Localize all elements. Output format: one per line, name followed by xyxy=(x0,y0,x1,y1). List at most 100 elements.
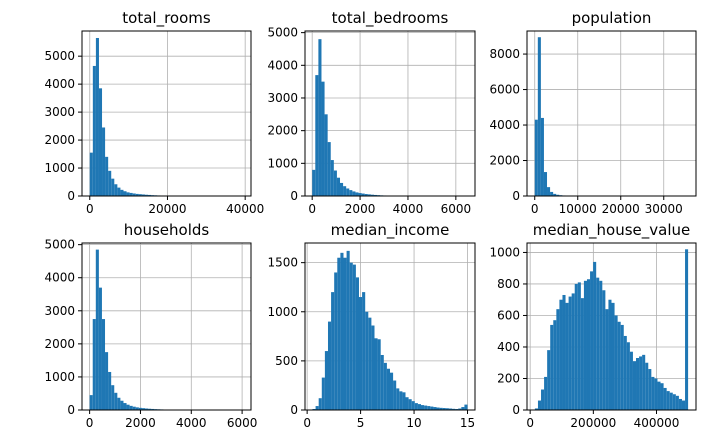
subplot-median-house-value: 0 200000 400000 0 200 400 600 800 1000 median_hou… xyxy=(489,221,697,430)
histogram-bar xyxy=(108,170,112,196)
histogram-bar xyxy=(144,194,149,196)
histogram-bar xyxy=(666,391,670,410)
histogram-bar xyxy=(141,194,145,196)
histogram-bar xyxy=(534,408,538,410)
histogram-bar xyxy=(318,398,322,410)
subplot-total-bedrooms: 0 2000 4000 6000 0 1000 2000 3000 4000 5000 total_… xyxy=(267,9,476,216)
histogram-bar xyxy=(537,400,542,410)
y-tick-label: 6000 xyxy=(489,83,520,97)
histogram-bar xyxy=(343,257,347,410)
histogram-bar xyxy=(660,383,664,410)
histogram-bar xyxy=(636,358,640,410)
histogram-bar xyxy=(461,407,465,410)
histogram-bar xyxy=(632,361,637,410)
histogram-bar xyxy=(565,302,569,410)
x-tick-label: 0 xyxy=(526,416,534,430)
y-tick-label: 0 xyxy=(512,189,520,203)
histogram-bar xyxy=(327,142,331,196)
histogram-bar xyxy=(138,194,142,196)
y-tick-label: 0 xyxy=(67,403,75,417)
histogram-bar xyxy=(371,325,375,410)
histogram-bar xyxy=(439,407,443,410)
x-tick-label: 30000 xyxy=(645,202,683,216)
y-tick-label: 500 xyxy=(275,354,298,368)
histogram-bar xyxy=(343,186,347,196)
histogram-bar xyxy=(330,160,334,196)
histogram-bar xyxy=(148,194,152,196)
histogram-bar xyxy=(596,277,600,410)
histogram-bar xyxy=(436,407,440,410)
histogram-bar xyxy=(390,372,394,410)
histogram-bar xyxy=(685,249,689,410)
histogram-bar xyxy=(553,193,557,196)
histogram-bar xyxy=(541,389,545,410)
histogram-bar xyxy=(117,397,121,410)
histogram-bar xyxy=(393,380,397,410)
histogram-bar xyxy=(672,394,676,410)
histogram-bar xyxy=(574,283,578,410)
histogram-bar xyxy=(421,405,425,410)
y-tick-label: 5000 xyxy=(44,238,75,252)
histogram-bar xyxy=(355,192,359,196)
histogram-bar xyxy=(547,350,551,410)
y-tick-label: 2000 xyxy=(489,154,520,168)
histogram-bar xyxy=(95,249,99,410)
y-tick-label: 0 xyxy=(290,189,298,203)
histogram-bar xyxy=(645,362,649,410)
x-tick-label: 6000 xyxy=(441,202,472,216)
histogram-bar xyxy=(537,37,541,196)
x-tick-label: 4000 xyxy=(393,202,424,216)
histogram-bar xyxy=(365,311,369,410)
histogram-bar xyxy=(362,292,366,410)
histogram-bar xyxy=(123,403,127,410)
x-tick-label: 400000 xyxy=(634,416,680,430)
histogram-bar xyxy=(568,296,572,410)
y-tick-label: 600 xyxy=(497,308,520,322)
histogram-bar xyxy=(126,404,130,410)
histogram-bar xyxy=(111,385,115,410)
histogram-bar xyxy=(442,408,446,410)
histogram-bar xyxy=(642,354,646,410)
histogram-bar xyxy=(577,282,581,410)
histogram-bar xyxy=(678,398,682,410)
histogram-bar xyxy=(336,177,341,196)
histogram-bar xyxy=(132,406,136,410)
x-tick-label: 0 xyxy=(303,416,311,430)
histogram-bar xyxy=(648,369,652,410)
x-tick-label: 15 xyxy=(460,416,475,430)
histogram-bar xyxy=(617,321,621,410)
histogram-bar xyxy=(333,170,337,196)
x-tick-label: 20000 xyxy=(602,202,640,216)
histogram-bar xyxy=(623,335,627,410)
subplot-title: total_bedrooms xyxy=(332,9,449,28)
subplot-median-income: 0 5 10 15 0 500 1000 1500 median_income xyxy=(267,221,476,430)
histogram-bar xyxy=(312,169,316,196)
histogram-bar xyxy=(380,354,384,410)
histogram-bar xyxy=(98,88,103,196)
histogram-bar xyxy=(663,387,667,410)
y-tick-label: 2000 xyxy=(267,124,298,138)
histogram-bar xyxy=(368,317,372,410)
histogram-bar xyxy=(367,194,371,196)
histogram-bar xyxy=(405,397,409,410)
histogram-bar xyxy=(117,187,121,196)
histogram-bar xyxy=(556,309,560,410)
histogram-bar xyxy=(98,287,102,410)
histogram-bar xyxy=(386,368,390,410)
y-tick-label: 3000 xyxy=(267,91,298,105)
y-tick-label: 4000 xyxy=(267,58,298,72)
histogram-bar xyxy=(315,406,319,410)
x-tick-label: 10 xyxy=(406,416,421,430)
histogram-bar xyxy=(562,294,566,410)
histogram-bar xyxy=(151,408,155,410)
x-tick-label: 10000 xyxy=(559,202,597,216)
histogram-bar xyxy=(605,309,609,410)
histogram-bar xyxy=(586,279,591,410)
histogram-bar xyxy=(331,292,335,410)
histogram-bar xyxy=(402,392,406,410)
histogram-bar xyxy=(349,262,353,410)
subplot-title: households xyxy=(124,221,210,239)
histogram-bar xyxy=(148,408,152,410)
histogram-bar xyxy=(654,378,658,410)
